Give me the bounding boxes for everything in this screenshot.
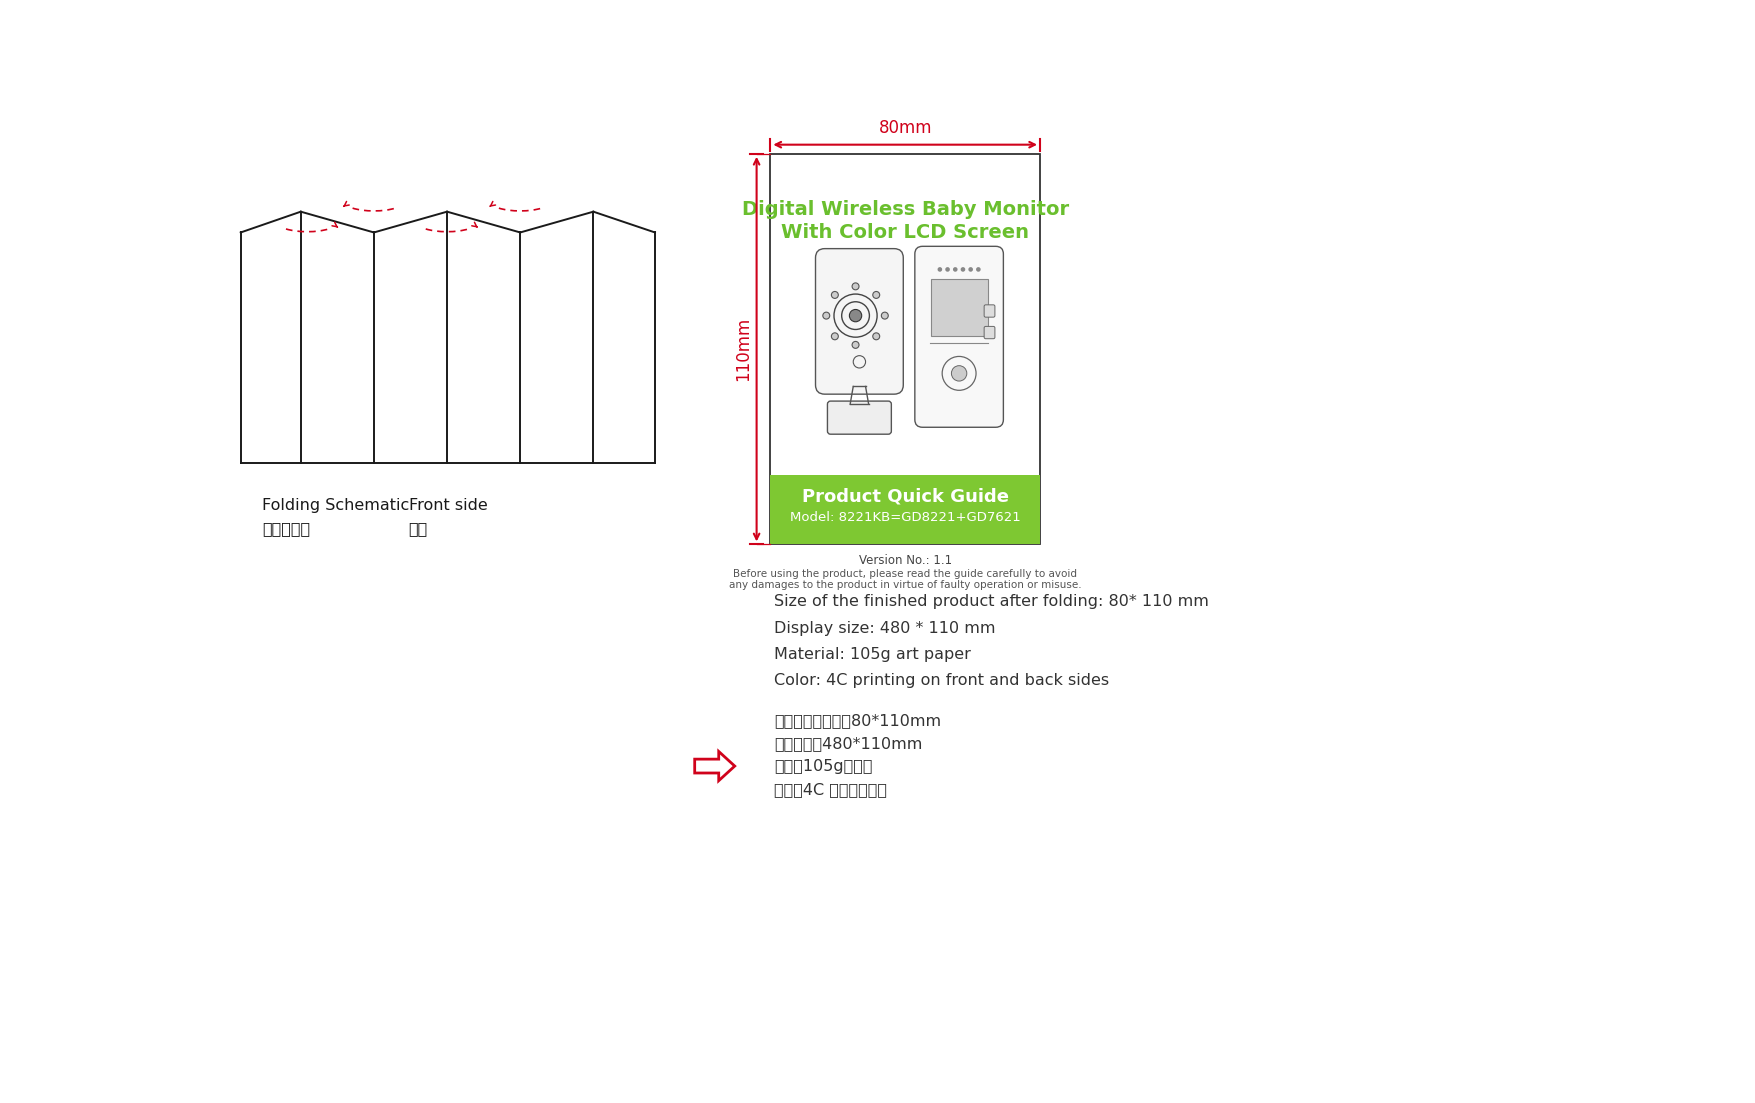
FancyBboxPatch shape <box>770 154 1041 544</box>
Circle shape <box>937 267 942 271</box>
Circle shape <box>953 267 958 271</box>
Text: Model: 8221KB=GD8221+GD7621: Model: 8221KB=GD8221+GD7621 <box>790 511 1021 524</box>
Text: Size of the finished product after folding: 80* 110 mm: Size of the finished product after foldi… <box>774 595 1209 609</box>
Circle shape <box>832 291 839 299</box>
Text: Version No.: 1.1: Version No.: 1.1 <box>858 554 951 567</box>
Text: 颜色：4C 正反两面印刷: 颜色：4C 正反两面印刷 <box>774 782 888 797</box>
Text: 展开尺寸：480*110mm: 展开尺寸：480*110mm <box>774 736 923 751</box>
FancyBboxPatch shape <box>816 248 904 394</box>
Text: Before using the product, please read the guide carefully to avoid: Before using the product, please read th… <box>734 569 1078 579</box>
FancyBboxPatch shape <box>985 304 995 318</box>
FancyBboxPatch shape <box>930 279 988 336</box>
Circle shape <box>872 291 879 299</box>
Text: 正面: 正面 <box>409 522 428 536</box>
Circle shape <box>976 267 981 271</box>
Text: Product Quick Guide: Product Quick Guide <box>802 488 1009 505</box>
Text: Folding Schematic: Folding Schematic <box>261 499 409 513</box>
Circle shape <box>823 312 830 319</box>
Circle shape <box>881 312 888 319</box>
Text: With Color LCD Screen: With Color LCD Screen <box>781 223 1028 243</box>
FancyBboxPatch shape <box>914 246 1004 427</box>
Circle shape <box>849 310 862 322</box>
Circle shape <box>872 333 879 340</box>
Text: 110mm: 110mm <box>734 317 751 382</box>
Text: 材质：105g铜版纸: 材质：105g铜版纸 <box>774 759 872 774</box>
Text: Material: 105g art paper: Material: 105g art paper <box>774 646 971 662</box>
Circle shape <box>853 282 858 290</box>
Circle shape <box>951 366 967 381</box>
Circle shape <box>960 267 965 271</box>
Circle shape <box>853 342 858 349</box>
Text: any damages to the product in virtue of faulty operation or misuse.: any damages to the product in virtue of … <box>728 580 1081 590</box>
Circle shape <box>832 333 839 340</box>
Text: Display size: 480 * 110 mm: Display size: 480 * 110 mm <box>774 621 995 635</box>
Text: Color: 4C printing on front and back sides: Color: 4C printing on front and back sid… <box>774 673 1109 688</box>
Circle shape <box>969 267 972 271</box>
FancyBboxPatch shape <box>827 401 892 435</box>
Circle shape <box>946 267 949 271</box>
Text: 折叠后成品尺寸：80*110mm: 折叠后成品尺寸：80*110mm <box>774 713 941 728</box>
Text: 折叠示意图: 折叠示意图 <box>261 522 311 536</box>
Text: Digital Wireless Baby Monitor: Digital Wireless Baby Monitor <box>742 200 1069 219</box>
FancyBboxPatch shape <box>770 475 1041 544</box>
FancyBboxPatch shape <box>985 326 995 339</box>
Text: Front side: Front side <box>409 499 488 513</box>
Text: 80mm: 80mm <box>879 119 932 137</box>
